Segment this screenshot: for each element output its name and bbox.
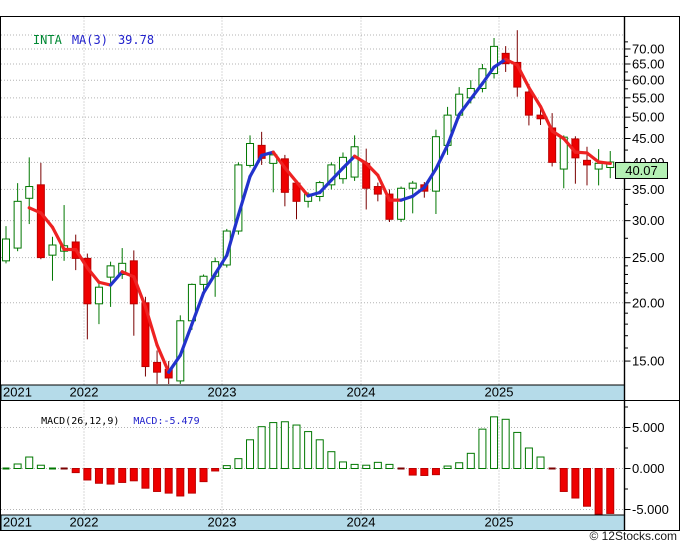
- svg-text:2024: 2024: [347, 385, 376, 400]
- svg-text:2022: 2022: [70, 515, 99, 530]
- svg-text:2023: 2023: [208, 515, 237, 530]
- copyright-text: © 12Stocks.com: [589, 529, 677, 543]
- legend-ma-value: 39.78: [117, 33, 155, 47]
- svg-text:2025: 2025: [485, 515, 514, 530]
- svg-text:45.00: 45.00: [632, 131, 665, 146]
- last-price-badge: 40.07: [615, 162, 668, 179]
- svg-text:20.00: 20.00: [632, 295, 665, 310]
- chart-legend: INTA MA(3) 39.78: [4, 19, 154, 61]
- svg-text:70.00: 70.00: [632, 41, 665, 56]
- legend-ma-label: MA(3): [71, 33, 108, 47]
- svg-text:5.000: 5.000: [632, 420, 665, 435]
- svg-text:0.000: 0.000: [632, 461, 665, 476]
- svg-text:15.00: 15.00: [632, 354, 665, 369]
- macd-legend: MACD(26,12,9) MACD:-5.479: [17, 405, 200, 438]
- svg-text:2024: 2024: [347, 515, 376, 530]
- svg-text:-5.000: -5.000: [632, 502, 669, 517]
- svg-text:60.00: 60.00: [632, 73, 665, 88]
- macd-indicator-label: MACD(26,12,9): [41, 416, 120, 427]
- svg-text:25.00: 25.00: [632, 250, 665, 265]
- svg-text:30.00: 30.00: [632, 213, 665, 228]
- svg-text:2022: 2022: [70, 385, 99, 400]
- svg-text:50.00: 50.00: [632, 110, 665, 125]
- svg-text:2021: 2021: [3, 385, 32, 400]
- svg-text:35.00: 35.00: [632, 182, 665, 197]
- svg-text:55.00: 55.00: [632, 90, 665, 105]
- svg-text:65.00: 65.00: [632, 56, 665, 71]
- svg-text:2025: 2025: [485, 385, 514, 400]
- svg-text:2023: 2023: [208, 385, 237, 400]
- macd-current-value: MACD:-5.479: [133, 416, 200, 427]
- legend-symbol: INTA: [32, 33, 62, 47]
- svg-text:2021: 2021: [3, 515, 32, 530]
